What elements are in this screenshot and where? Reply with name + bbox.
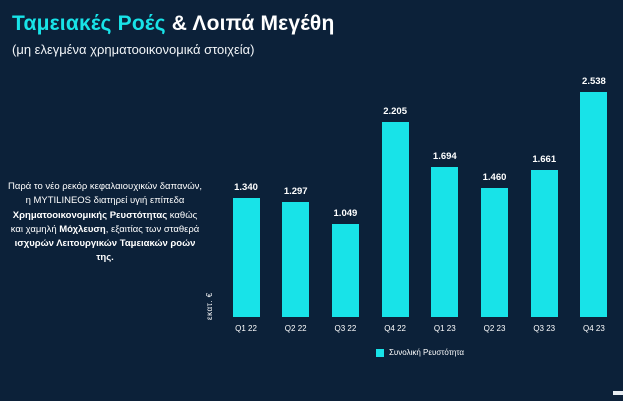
bar-column: 2.205 Q4 22 — [374, 106, 416, 334]
note-segment: , εξαιτίας των σταθερά — [105, 223, 200, 235]
bar — [481, 188, 509, 317]
page-title-rest: & Λοιπά Μεγέθη — [171, 12, 335, 35]
x-axis-label: Q4 23 — [583, 324, 605, 333]
x-axis-label: Q4 22 — [384, 324, 406, 333]
bar-value-label: 1.694 — [432, 151, 457, 162]
x-axis-label: Q2 22 — [284, 324, 307, 333]
bar-column: 1.661 Q3 23 — [523, 154, 565, 334]
footer-mark — [613, 391, 623, 395]
bar-column: 1.297 Q2 22 — [275, 186, 317, 334]
bar — [381, 122, 409, 317]
bar — [282, 202, 310, 317]
bar-value-label: 1.049 — [333, 208, 358, 219]
x-axis-label: Q3 22 — [334, 324, 357, 333]
bar-column: 1.694 Q1 23 — [424, 151, 466, 334]
x-axis-label: Q2 23 — [483, 324, 506, 333]
bar-column: 1.340 Q1 22 — [225, 182, 267, 334]
bar-value-label: 1.460 — [482, 172, 507, 183]
note-segment-bold: Χρηματοοικονομικής Ρευστότητας — [12, 209, 168, 221]
note-text: Παρά το νέο ρεκόρ κεφαλαιουχικών δαπανών… — [6, 180, 204, 266]
page-title: Ταμειακές Ροές & Λοιπά Μεγέθη — [12, 12, 335, 36]
bar — [580, 92, 608, 317]
bar-column: 2.538 Q4 23 — [573, 76, 615, 334]
bar-chart: 1.340 Q1 22 1.297 Q2 22 1.049 Q3 22 2.205 Q4 22… — [225, 76, 615, 334]
legend-swatch — [375, 348, 384, 357]
header: Ταμειακές Ροές & Λοιπά Μεγέθη (μη ελεγμέ… — [12, 12, 335, 57]
y-axis-label: εκατ. € — [205, 292, 214, 320]
note-segment: καθώς και χαμηλή — [10, 209, 198, 235]
bar-value-label: 2.205 — [383, 106, 407, 117]
bar-value-label: 1.661 — [532, 154, 557, 165]
page-subtitle: (μη ελεγμένα χρηματοοικονομικά στοιχεία) — [12, 42, 255, 57]
bar — [431, 167, 459, 317]
bar-column: 1.049 Q3 22 — [324, 208, 366, 334]
bar — [530, 170, 558, 317]
note-segment: Παρά το νέο ρεκόρ κεφαλαιουχικών δαπανών… — [7, 181, 203, 207]
bar-value-label: 2.538 — [582, 76, 606, 87]
chart-legend: Συνολική Ρευστότητα — [225, 348, 615, 357]
bar — [331, 224, 359, 317]
x-axis-label: Q3 23 — [533, 324, 556, 333]
note-segment-bold: Μόχλευση — [59, 223, 106, 235]
x-axis-label: Q1 22 — [235, 324, 257, 333]
x-axis-label: Q1 23 — [433, 324, 456, 333]
legend-label: Συνολική Ρευστότητα — [388, 348, 465, 357]
bar-value-label: 1.297 — [283, 186, 308, 197]
bars-container: 1.340 Q1 22 1.297 Q2 22 1.049 Q3 22 2.205 Q4 22… — [225, 76, 615, 334]
note-segment-bold: ισχυρών Λειτουργικών Ταμειακών ροών της. — [14, 238, 196, 264]
bar-column: 1.460 Q2 23 — [474, 172, 516, 334]
bar — [232, 198, 260, 317]
page-title-highlight: Ταμειακές Ροές — [12, 12, 166, 35]
bar-value-label: 1.340 — [234, 182, 258, 193]
